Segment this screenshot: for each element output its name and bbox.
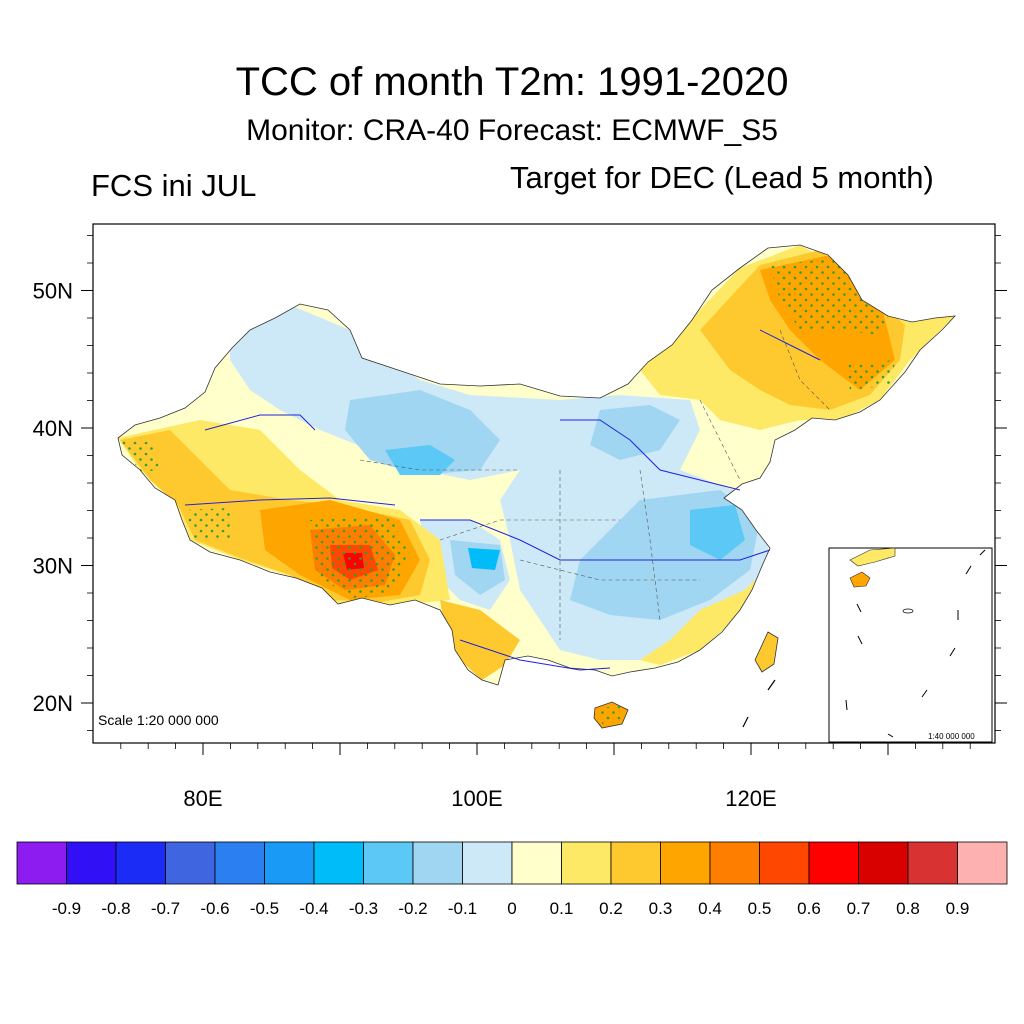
colorbar-label: 0.9 xyxy=(946,899,970,918)
map-scale: Scale 1:20 000 000 xyxy=(98,712,219,728)
colorbar-swatch xyxy=(165,841,216,885)
colorbar-swatch xyxy=(462,841,513,885)
lon-tick-label: 100E xyxy=(451,786,502,811)
colorbar-swatch xyxy=(66,841,117,885)
colorbar-label: 0.7 xyxy=(847,899,871,918)
colorbar-label: 0.8 xyxy=(896,899,920,918)
colorbar-swatch xyxy=(759,841,810,885)
inset-map: 1:40 000 000 xyxy=(828,547,993,743)
colorbar-swatch xyxy=(363,841,414,885)
colorbar-swatch xyxy=(858,841,909,885)
taiwan xyxy=(754,631,779,673)
colorbar-swatch xyxy=(115,841,166,885)
colorbar-swatch xyxy=(511,841,562,885)
colorbar-swatch xyxy=(660,841,711,885)
colorbar-swatch xyxy=(610,841,661,885)
lon-tick-label: 80E xyxy=(183,786,222,811)
colorbar-label: -0.5 xyxy=(250,899,279,918)
colorbar-swatch xyxy=(907,841,958,885)
colorbar-label: -0.8 xyxy=(101,899,130,918)
colorbar-swatch xyxy=(709,841,760,885)
colorbar-label: 0.6 xyxy=(797,899,821,918)
colorbar-swatch xyxy=(561,841,612,885)
colorbar-label: 0.3 xyxy=(649,899,673,918)
colorbar-label: -0.7 xyxy=(151,899,180,918)
colorbar-swatch xyxy=(313,841,364,885)
plot-title: TCC of month T2m: 1991-2020 xyxy=(235,60,789,104)
colorbar-label: -0.6 xyxy=(200,899,229,918)
colorbar: -0.9 -0.8 -0.7 -0.6 -0.5 -0.4 -0.3 -0.2 -0.1 0 0.1… xyxy=(16,841,1008,918)
colorbar-swatch xyxy=(412,841,463,885)
colorbar-label: -0.9 xyxy=(52,899,81,918)
colorbar-label: 0.5 xyxy=(748,899,772,918)
colorbar-swatch xyxy=(808,841,859,885)
province-borders xyxy=(359,329,831,640)
colorbar-swatch xyxy=(214,841,265,885)
colorbar-label: 0 xyxy=(507,899,516,918)
lat-tick-label: 30N xyxy=(33,554,73,579)
lat-tick-label: 50N xyxy=(33,279,73,304)
colorbar-label: -0.1 xyxy=(448,899,477,918)
lon-tick-label: 120E xyxy=(725,786,776,811)
axis-group: 50N 40N 30N 20N 80E 100E 120E xyxy=(33,235,1007,811)
colorbar-swatch xyxy=(264,841,315,885)
lat-tick-label: 40N xyxy=(33,416,73,441)
colorbar-swatch xyxy=(16,841,67,885)
colorbar-label: 0.2 xyxy=(599,899,623,918)
lat-tick-label: 20N xyxy=(33,691,73,716)
colorbar-label: -0.4 xyxy=(299,899,328,918)
plot-subtitle: Monitor: CRA-40 Forecast: ECMWF_S5 xyxy=(246,114,778,147)
colorbar-label: 0.4 xyxy=(698,899,722,918)
target-label: Target for DEC (Lead 5 month) xyxy=(510,160,934,195)
initialization-label: FCS ini JUL xyxy=(91,168,257,203)
colorbar-label: -0.3 xyxy=(349,899,378,918)
inset-scale: 1:40 000 000 xyxy=(928,732,975,741)
colorbar-label: 0.1 xyxy=(550,899,574,918)
colorbar-label: -0.2 xyxy=(398,899,427,918)
south-sea-dashes xyxy=(742,679,776,728)
rivers xyxy=(184,329,821,671)
colorbar-swatch xyxy=(957,841,1008,885)
